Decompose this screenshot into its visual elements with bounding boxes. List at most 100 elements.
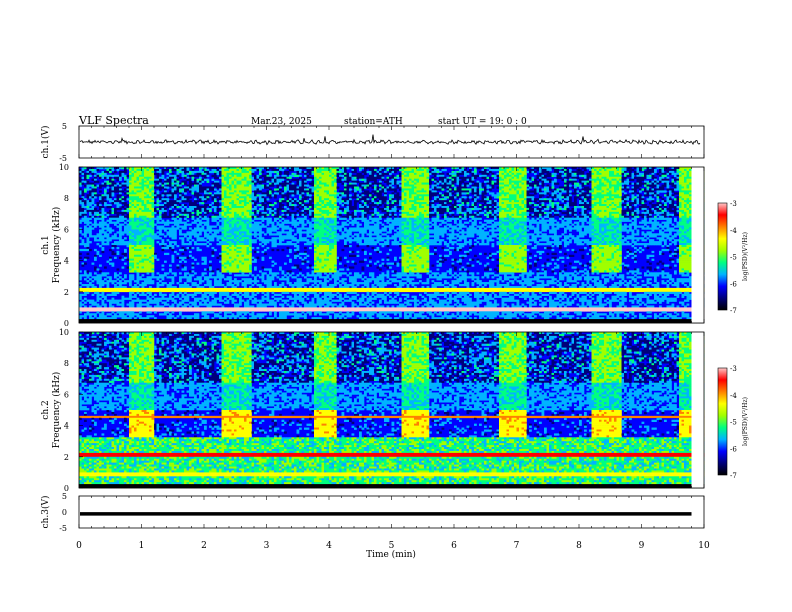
spectrogram-cell <box>157 231 160 233</box>
spectrogram-cell <box>224 253 227 255</box>
spectrogram-cell <box>159 233 162 235</box>
spectrogram-cell <box>169 286 172 288</box>
spectrogram-cell <box>212 286 215 288</box>
spectrogram-cell <box>229 220 232 222</box>
spectrogram-cell <box>172 206 175 208</box>
spectrogram-cell <box>199 177 202 179</box>
spectrogram-cell <box>87 307 90 309</box>
spectrogram-cell <box>102 280 105 282</box>
spectrogram-cell <box>179 226 182 228</box>
spectrogram-cell <box>199 188 202 190</box>
spectrogram-cell <box>102 229 105 231</box>
spectrogram-cell <box>234 200 237 202</box>
spectrogram-cell <box>147 208 150 210</box>
spectrogram-cell <box>194 298 197 300</box>
spectrogram-cell <box>107 235 110 237</box>
spectrogram-cell <box>137 192 140 194</box>
spectrogram-cell <box>142 214 145 216</box>
spectrogram-cell <box>212 302 215 304</box>
spectrogram-cell <box>134 286 137 288</box>
spectrogram-cell <box>117 304 120 306</box>
spectrogram-cell <box>232 239 235 241</box>
spectrogram-cell <box>154 212 157 214</box>
spectrogram-cell <box>97 169 100 171</box>
spectrogram-cell <box>132 202 135 204</box>
spectrogram-cell <box>189 179 192 181</box>
spectrogram-cell <box>124 188 127 190</box>
spectrogram-cell <box>144 192 147 194</box>
spectrogram-cell <box>147 222 150 224</box>
spectrogram-cell <box>117 196 120 198</box>
spectrogram-cell <box>222 227 225 229</box>
spectrogram-cell <box>174 188 177 190</box>
spectrogram-cell <box>232 169 235 171</box>
spectrogram-cell <box>179 229 182 231</box>
spectrogram-cell <box>209 272 212 274</box>
spectrogram-cell <box>147 302 150 304</box>
spectrogram-cell <box>102 183 105 185</box>
spectrogram-cell <box>104 185 107 187</box>
spectrogram-cell <box>169 296 172 298</box>
spectrogram-cell <box>112 229 115 231</box>
spectrogram-cell <box>232 319 235 321</box>
spectrogram-cell <box>207 224 210 226</box>
spectrogram-cell <box>149 202 152 204</box>
spectrogram-cell <box>114 280 117 282</box>
spectrogram-cell <box>154 179 157 181</box>
spectrogram-cell <box>94 255 97 257</box>
spectrogram-cell <box>127 185 130 187</box>
spectrogram-cell <box>152 249 155 251</box>
spectrogram-cell <box>142 216 145 218</box>
spectrogram-cell <box>102 313 105 315</box>
spectrogram-cell <box>194 272 197 274</box>
spectrogram-cell <box>229 276 232 278</box>
spectrogram-cell <box>99 208 102 210</box>
spectrogram-cell <box>222 210 225 212</box>
spectrogram-cell <box>92 169 95 171</box>
spectrogram-cell <box>112 218 115 220</box>
spectrogram-cell <box>177 315 180 317</box>
spectrogram-cell <box>194 220 197 222</box>
spectrogram-cell <box>234 177 237 179</box>
spectrogram-cell <box>147 261 150 263</box>
spectrogram-cell <box>162 171 165 173</box>
spectrogram-cell <box>154 202 157 204</box>
spectrogram-cell <box>222 175 225 177</box>
spectrogram-cell <box>89 302 92 304</box>
spectrogram-cell <box>204 315 207 317</box>
spectrogram-cell <box>229 204 232 206</box>
spectrogram-cell <box>227 270 230 272</box>
spectrogram-cell <box>102 288 105 290</box>
spectrogram-cell <box>227 222 230 224</box>
spectrogram-cell <box>187 169 190 171</box>
spectrogram-cell <box>79 222 82 224</box>
spectrogram-cell <box>144 175 147 177</box>
spectrogram-cell <box>117 177 120 179</box>
spectrogram-cell <box>192 208 195 210</box>
spectrogram-cell <box>104 173 107 175</box>
spectrogram-cell <box>227 257 230 259</box>
spectrogram-cell <box>209 243 212 245</box>
spectrogram-cell <box>79 253 82 255</box>
spectrogram-cell <box>79 315 82 317</box>
spectrogram-cell <box>224 235 227 237</box>
spectrogram-cell <box>204 257 207 259</box>
spectrogram-cell <box>194 208 197 210</box>
spectrogram-cell <box>112 311 115 313</box>
spectrogram-cell <box>192 307 195 309</box>
spectrogram-cell <box>132 274 135 276</box>
spectrogram-cell <box>104 194 107 196</box>
spectrogram-cell <box>199 276 202 278</box>
spectrogram-cell <box>149 171 152 173</box>
spectrogram-cell <box>209 282 212 284</box>
spectrogram-cell <box>169 282 172 284</box>
spectrogram-cell <box>142 243 145 245</box>
spectrogram-cell <box>127 204 130 206</box>
spectrogram-cell <box>202 227 205 229</box>
spectrogram-cell <box>224 237 227 239</box>
spectrogram-cell <box>87 206 90 208</box>
spectrogram-cell <box>137 290 140 292</box>
spectrogram-cell <box>87 194 90 196</box>
spectrogram-cell <box>219 198 222 200</box>
spectrogram-cell <box>137 286 140 288</box>
